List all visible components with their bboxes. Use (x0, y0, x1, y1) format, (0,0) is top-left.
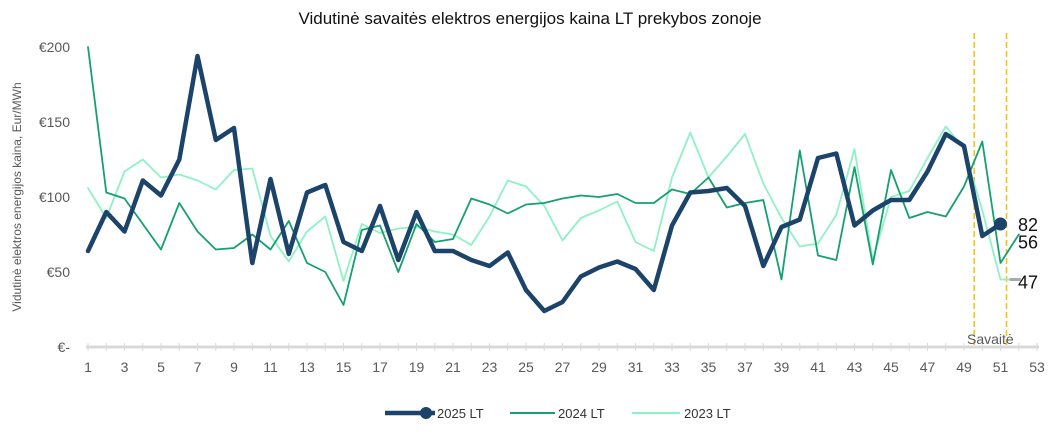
y-tick-label: €100 (39, 189, 70, 205)
legend-item-2023: 2023 LT (632, 406, 731, 421)
x-tick-label: 49 (956, 359, 972, 375)
x-tick-label: 3 (121, 359, 129, 375)
x-tick-label: 53 (1029, 359, 1045, 375)
end-label-2024: 56 (1018, 233, 1038, 253)
x-tick-label: 25 (518, 359, 534, 375)
x-tick-label: 33 (664, 359, 680, 375)
x-tick-label: 17 (372, 359, 388, 375)
end-label-2023: 47 (1018, 273, 1038, 293)
x-tick-label: 45 (883, 359, 899, 375)
x-tick-label: 27 (555, 359, 571, 375)
x-tick-label: 29 (591, 359, 607, 375)
plot-area (85, 46, 1020, 314)
x-tick-label: 21 (445, 359, 461, 375)
x-tick-label: 39 (774, 359, 790, 375)
x-tick-label: 43 (847, 359, 863, 375)
x-tick-label: 31 (628, 359, 644, 375)
x-tick-label: 35 (701, 359, 717, 375)
x-tick-label: 23 (482, 359, 498, 375)
x-tick-label: 19 (409, 359, 425, 375)
x-tick-label: 41 (810, 359, 826, 375)
x-tick-label: 7 (194, 359, 202, 375)
legend-label-2025: 2025 LT (437, 406, 484, 421)
x-tick-label: 37 (737, 359, 753, 375)
x-tick-label: 47 (920, 359, 936, 375)
y-axis-title: Vidutinė elektros energijos kaina, Eur/M… (10, 82, 24, 311)
x-tick-label: 15 (336, 359, 352, 375)
y-tick-labels: €200 €150 €100 €50 €- (39, 39, 70, 355)
y-tick-label: €- (58, 339, 71, 355)
chart-title: Vidutinė savaitės elektros energijos kai… (298, 9, 761, 28)
series-line-2023-lt (87, 125, 1020, 282)
y-tick-label: €200 (39, 39, 70, 55)
x-tick-labels: 1 3 5 7 9 11 13 15 17 19 21 23 25 27 29 31 33 35 37 39 41 43 4… (84, 359, 1045, 375)
x-tick-label: 5 (157, 359, 165, 375)
y-tick-label: €150 (39, 114, 70, 130)
legend-label-2024: 2024 LT (558, 406, 605, 421)
series-line-2025-lt (85, 53, 1003, 314)
y-tick-label: €50 (47, 264, 71, 280)
legend: 2025 LT 2024 LT 2023 LT (385, 406, 731, 421)
legend-item-2025: 2025 LT (385, 406, 484, 421)
legend-item-2024: 2024 LT (510, 406, 605, 421)
x-tick-marks (87, 343, 1038, 351)
x-tick-label: 13 (299, 359, 315, 375)
legend-label-2023: 2023 LT (684, 406, 731, 421)
x-tick-label: 1 (84, 359, 92, 375)
x-tick-label: 9 (230, 359, 238, 375)
savaite-annotation: Savaitė (967, 331, 1014, 347)
x-tick-label: 51 (993, 359, 1009, 375)
end-label-2025: 82 (1018, 215, 1038, 235)
x-tick-label: 11 (263, 359, 278, 375)
series-end-marker-2025 (994, 217, 1007, 231)
